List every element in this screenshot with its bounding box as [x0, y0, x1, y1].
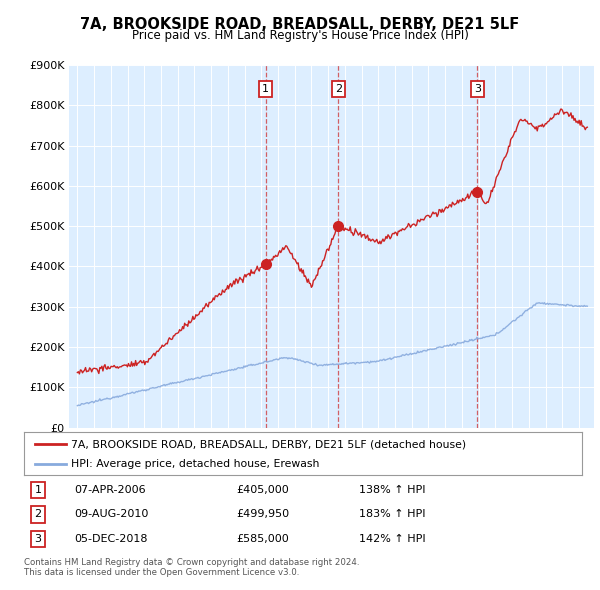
Text: £499,950: £499,950 — [236, 510, 289, 519]
Text: 142% ↑ HPI: 142% ↑ HPI — [359, 534, 425, 544]
Text: 09-AUG-2010: 09-AUG-2010 — [74, 510, 149, 519]
Text: 3: 3 — [474, 84, 481, 94]
Text: HPI: Average price, detached house, Erewash: HPI: Average price, detached house, Erew… — [71, 460, 320, 469]
Text: This data is licensed under the Open Government Licence v3.0.: This data is licensed under the Open Gov… — [24, 568, 299, 577]
Text: 07-APR-2006: 07-APR-2006 — [74, 485, 146, 495]
Text: 2: 2 — [335, 84, 342, 94]
Text: £585,000: £585,000 — [236, 534, 289, 544]
Text: Contains HM Land Registry data © Crown copyright and database right 2024.: Contains HM Land Registry data © Crown c… — [24, 558, 359, 566]
Text: 138% ↑ HPI: 138% ↑ HPI — [359, 485, 425, 495]
Text: 7A, BROOKSIDE ROAD, BREADSALL, DERBY, DE21 5LF (detached house): 7A, BROOKSIDE ROAD, BREADSALL, DERBY, DE… — [71, 440, 467, 450]
Text: 183% ↑ HPI: 183% ↑ HPI — [359, 510, 425, 519]
Text: 3: 3 — [34, 534, 41, 544]
Text: 1: 1 — [262, 84, 269, 94]
Text: Price paid vs. HM Land Registry's House Price Index (HPI): Price paid vs. HM Land Registry's House … — [131, 29, 469, 42]
Text: 1: 1 — [34, 485, 41, 495]
Text: 05-DEC-2018: 05-DEC-2018 — [74, 534, 148, 544]
Text: £405,000: £405,000 — [236, 485, 289, 495]
Text: 2: 2 — [34, 510, 41, 519]
Text: 7A, BROOKSIDE ROAD, BREADSALL, DERBY, DE21 5LF: 7A, BROOKSIDE ROAD, BREADSALL, DERBY, DE… — [80, 17, 520, 31]
